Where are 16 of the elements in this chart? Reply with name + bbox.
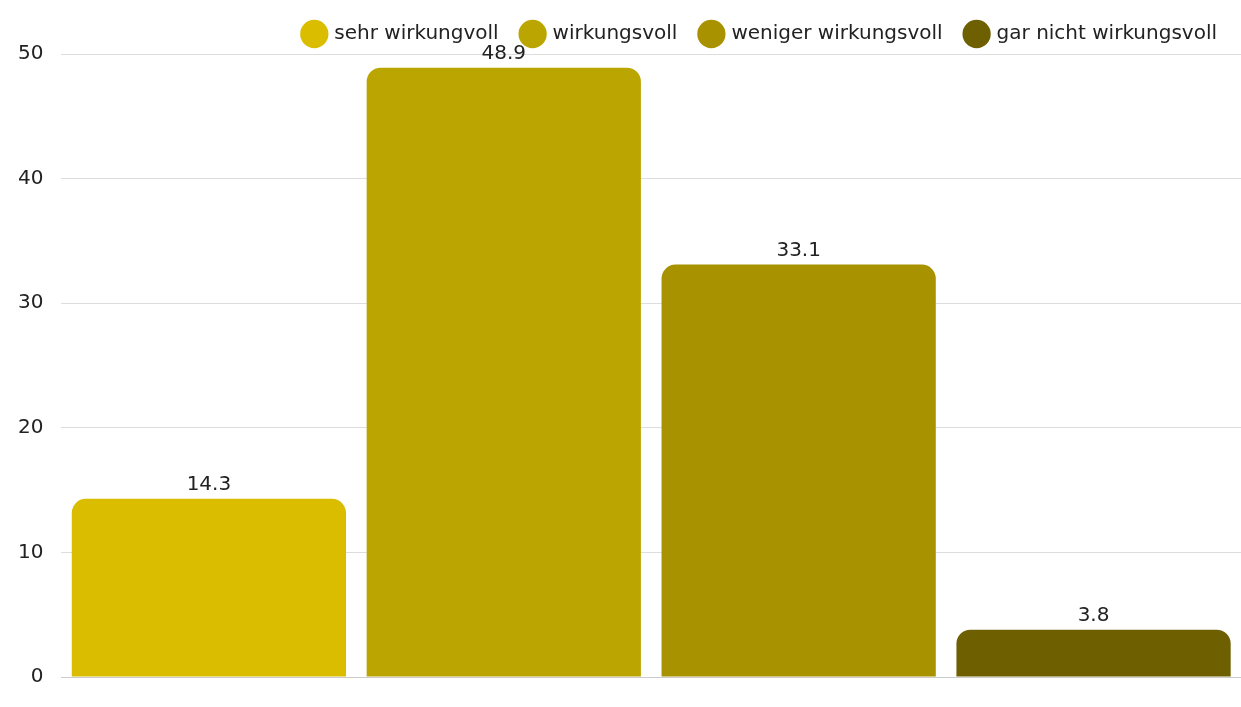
legend-label: weniger wirkungsvoll: [731, 20, 943, 45]
data-label: 33.1: [776, 236, 821, 261]
y-tick-label: 30: [18, 289, 44, 314]
legend-label: wirkungsvoll: [552, 20, 678, 45]
bar: [366, 67, 641, 677]
bar: [661, 264, 936, 677]
data-label: 14.3: [186, 471, 232, 496]
y-tick-label: 40: [18, 164, 44, 189]
bar: [956, 629, 1231, 677]
y-tick-label: 0: [30, 663, 44, 688]
legend-label: gar nicht wirkungsvoll: [996, 20, 1217, 45]
data-label: 3.8: [1077, 601, 1110, 626]
y-tick-label: 50: [18, 40, 44, 65]
y-tick-label: 20: [18, 414, 44, 438]
y-tick-label: 10: [18, 538, 44, 563]
bar: [71, 498, 347, 677]
